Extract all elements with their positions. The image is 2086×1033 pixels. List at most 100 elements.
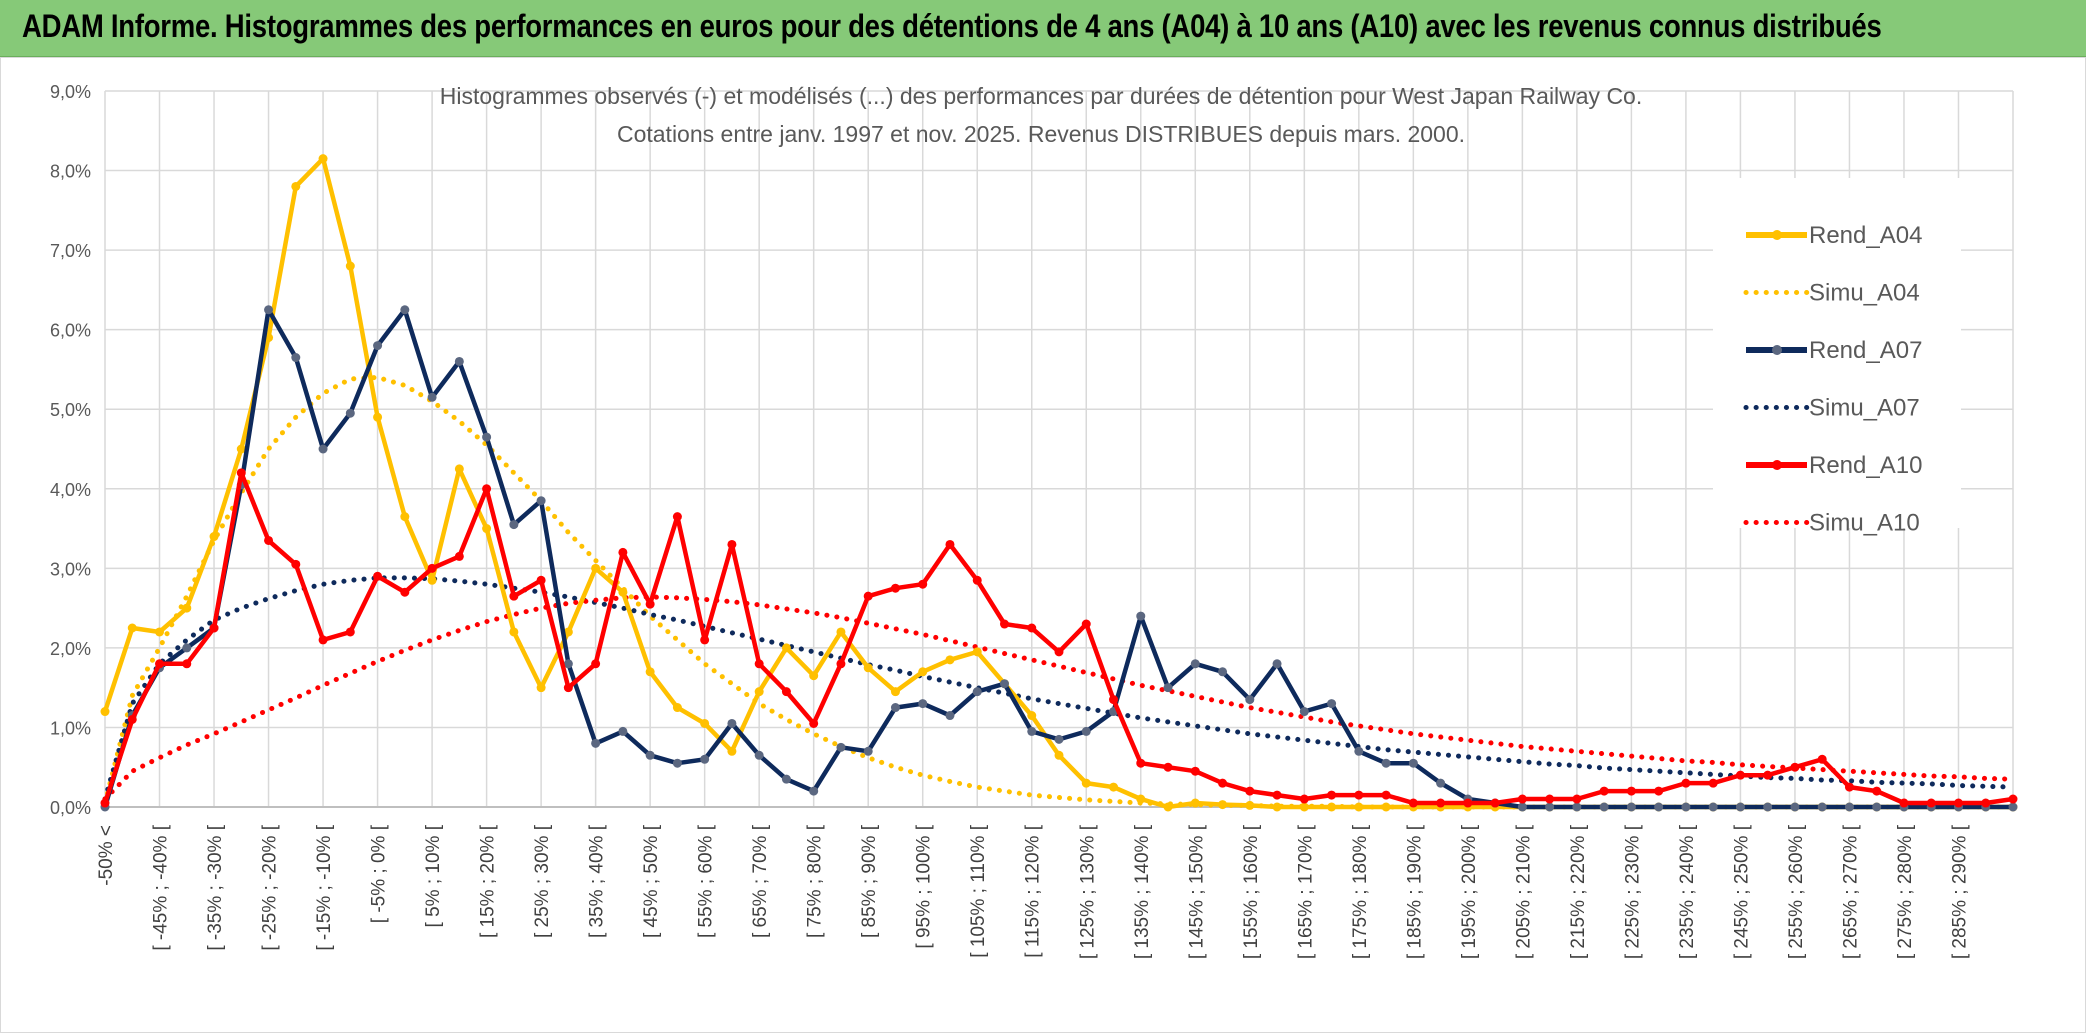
data-point [345, 261, 355, 271]
data-point [1109, 782, 1119, 792]
data-point [182, 659, 192, 669]
x-tick-label: [ 185% ; 190% [ [1404, 824, 1425, 959]
data-point [1408, 758, 1418, 768]
data-point [482, 432, 492, 442]
data-point [1354, 746, 1364, 756]
data-point [727, 718, 737, 728]
data-point [1354, 802, 1364, 812]
data-point [945, 711, 955, 721]
y-tick-label: 0,0% [50, 798, 91, 818]
data-point [373, 571, 383, 581]
data-point [1899, 798, 1909, 808]
data-point [809, 786, 819, 796]
data-point [1381, 790, 1391, 800]
data-point [264, 535, 274, 545]
data-point [999, 679, 1009, 689]
data-point [1299, 794, 1309, 804]
data-point [1163, 802, 1173, 812]
data-point [1790, 762, 1800, 772]
data-point [427, 575, 437, 585]
data-point [781, 774, 791, 784]
data-point [1218, 778, 1228, 788]
legend-label: Simu_A07 [1809, 395, 1920, 422]
data-point [918, 667, 928, 677]
y-tick-label: 3,0% [50, 559, 91, 579]
data-point [155, 627, 165, 637]
data-point [373, 341, 383, 351]
legend-item-rend-a10: Rend_A10 [1746, 452, 1922, 479]
data-point [1081, 778, 1091, 788]
data-point [1299, 707, 1309, 717]
series-simu-a10 [102, 594, 2016, 802]
data-point [672, 703, 682, 713]
data-point [182, 603, 192, 613]
data-point [645, 667, 655, 677]
legend-label: Rend_A10 [1809, 452, 1922, 479]
x-tick-label: [ 285% ; 290% [ [1949, 824, 1970, 959]
data-point [1218, 667, 1228, 677]
data-point [1654, 786, 1664, 796]
data-point [264, 305, 274, 315]
data-point [1136, 611, 1146, 621]
data-point [1763, 770, 1773, 780]
x-tick-label: [ 55% ; 60% [ [696, 824, 717, 938]
data-point [536, 683, 546, 693]
data-point [1436, 798, 1446, 808]
data-point [291, 353, 301, 363]
data-point [400, 587, 410, 597]
x-tick-label: [ 35% ; 40% [ [587, 824, 608, 938]
data-point [1463, 798, 1473, 808]
data-point [182, 643, 192, 653]
x-tick-label: [ 275% ; 280% [ [1895, 824, 1916, 959]
data-point [1490, 798, 1500, 808]
data-point [291, 181, 301, 191]
chart-subtitle: Cotations entre janv. 1997 et nov. 2025.… [617, 121, 1465, 147]
data-point [1572, 802, 1582, 812]
data-point [318, 444, 328, 454]
data-point [836, 742, 846, 752]
data-point [1953, 798, 1963, 808]
data-point [1872, 786, 1882, 796]
data-point [781, 687, 791, 697]
legend-marker [1772, 460, 1782, 470]
data-point [1190, 766, 1200, 776]
series-line [102, 594, 2016, 802]
data-point [1790, 802, 1800, 812]
data-point [1327, 699, 1337, 709]
data-point [454, 464, 464, 474]
data-point [400, 512, 410, 522]
data-point [127, 623, 137, 633]
x-tick-label: [ 165% ; 170% [ [1295, 824, 1316, 959]
data-point [591, 659, 601, 669]
series [100, 154, 2018, 812]
data-point [1844, 802, 1854, 812]
series-simu-a07 [102, 575, 2016, 802]
x-tick-label: [ 225% ; 230% [ [1622, 824, 1643, 959]
data-point [1054, 647, 1064, 657]
chart-frame: 0,0% 1,0% 2,0% 3,0% 4,0% 5,0% 6,0% 7,0% 8,0% 9,0%… [0, 57, 2086, 1033]
title-banner: ADAM Informe. Histogrammes des performan… [0, 0, 2086, 57]
data-point [1245, 800, 1255, 810]
data-point [509, 520, 519, 530]
data-point [1517, 802, 1527, 812]
data-point [1981, 798, 1991, 808]
data-point [1545, 794, 1555, 804]
data-point [1299, 802, 1309, 812]
data-point [645, 750, 655, 760]
data-point [127, 714, 137, 724]
histogram-chart: 0,0% 1,0% 2,0% 3,0% 4,0% 5,0% 6,0% 7,0% 8,0% 9,0%… [50, 82, 2018, 959]
legend-item-simu-a07: Simu_A07 [1743, 395, 1920, 422]
data-point [1245, 786, 1255, 796]
x-tick-label: [ 75% ; 80% [ [805, 824, 826, 938]
data-point [700, 754, 710, 764]
data-point [563, 659, 573, 669]
x-tick-label: [ 15% ; 20% [ [478, 824, 499, 938]
data-point [1163, 683, 1173, 693]
data-point [209, 532, 219, 542]
legend-item-simu-a04: Simu_A04 [1743, 280, 1920, 307]
x-tick-label: [ 45% ; 50% [ [641, 824, 662, 938]
data-point [536, 496, 546, 506]
data-point [618, 587, 628, 597]
legend-item-rend-a07: Rend_A07 [1746, 337, 1922, 364]
data-point [618, 547, 628, 557]
